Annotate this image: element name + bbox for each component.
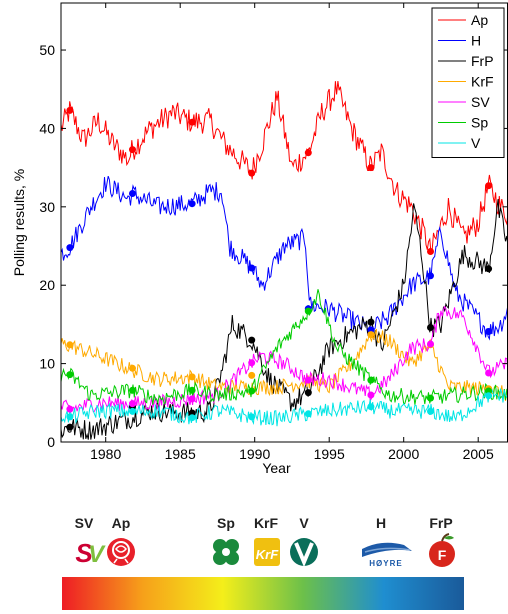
legend-label-krf: KrF bbox=[471, 74, 494, 90]
election-marker-sp bbox=[129, 386, 136, 394]
election-marker-ap bbox=[485, 182, 493, 190]
svg-text:HØYRE: HØYRE bbox=[369, 559, 402, 568]
sp-clover-logo-icon bbox=[213, 539, 239, 565]
election-marker-krf bbox=[66, 341, 74, 349]
election-marker-v bbox=[248, 413, 256, 421]
y-tick-label: 10 bbox=[39, 356, 55, 372]
y-tick-label: 50 bbox=[39, 42, 55, 58]
election-marker-h bbox=[188, 200, 196, 208]
election-marker-sp bbox=[304, 307, 312, 315]
series-line-sp bbox=[61, 289, 508, 405]
party-label-h: H bbox=[376, 515, 386, 531]
y-tick-label: 20 bbox=[39, 277, 55, 293]
election-marker-frp bbox=[304, 389, 312, 397]
x-tick-label: 1980 bbox=[90, 446, 121, 462]
election-marker-sp bbox=[248, 387, 256, 395]
x-tick-label: 1995 bbox=[314, 446, 345, 462]
party-label-ap: Ap bbox=[112, 515, 131, 531]
election-marker-v bbox=[304, 410, 312, 418]
v-logo-icon bbox=[290, 538, 318, 568]
legend-label-frp: FrP bbox=[471, 53, 494, 69]
political-spectrum: SV Ap Sp KrF V H FrP S V KrF HØYRE bbox=[62, 515, 464, 610]
election-marker-ap bbox=[248, 169, 256, 177]
election-marker-sv bbox=[485, 369, 493, 377]
election-marker-sv bbox=[427, 340, 434, 348]
series-line-h bbox=[61, 175, 508, 341]
svg-text:KrF: KrF bbox=[256, 547, 279, 562]
legend-box bbox=[431, 7, 505, 158]
hoyre-logo-icon: HØYRE bbox=[362, 542, 412, 568]
election-marker-sp bbox=[66, 371, 74, 379]
legend-label-ap: Ap bbox=[471, 12, 488, 28]
election-marker-h bbox=[248, 264, 256, 272]
election-marker-ap bbox=[427, 248, 434, 255]
election-marker-sp bbox=[188, 386, 196, 394]
election-marker-sv bbox=[304, 376, 312, 384]
legend-label-v: V bbox=[471, 135, 481, 151]
election-marker-frp bbox=[367, 318, 375, 326]
election-marker-v bbox=[66, 413, 74, 421]
polling-chart: 1980 1985 1990 1995 2000 2005 0 10 20 30 40 50 Year P… bbox=[11, 2, 508, 476]
election-marker-sv bbox=[248, 359, 256, 367]
party-label-krf: KrF bbox=[254, 515, 279, 531]
election-marker-frp bbox=[485, 265, 493, 273]
election-marker-h bbox=[129, 190, 136, 197]
election-marker-sp bbox=[427, 394, 434, 402]
election-marker-h bbox=[427, 272, 434, 280]
ap-rose-logo-icon bbox=[107, 538, 135, 566]
legend-label-sp: Sp bbox=[471, 115, 488, 131]
election-marker-ap bbox=[188, 118, 196, 126]
y-axis-title: Polling results, % bbox=[11, 169, 27, 276]
election-marker-v bbox=[129, 407, 136, 415]
election-marker-sv bbox=[367, 391, 375, 399]
x-tick-label: 2005 bbox=[463, 446, 494, 462]
election-marker-v bbox=[367, 403, 375, 411]
election-marker-sv bbox=[188, 395, 196, 403]
svg-text:S: S bbox=[75, 538, 93, 568]
election-marker-frp bbox=[66, 423, 74, 431]
krf-logo-icon: KrF bbox=[254, 538, 280, 566]
left-right-gradient-bar bbox=[62, 577, 464, 610]
election-marker-ap bbox=[66, 106, 74, 114]
party-label-frp: FrP bbox=[429, 515, 452, 531]
election-marker-krf bbox=[129, 364, 136, 372]
series-line-ap bbox=[61, 81, 508, 254]
x-tick-label: 1990 bbox=[239, 446, 270, 462]
election-marker-v bbox=[427, 407, 434, 415]
election-marker-sv bbox=[129, 400, 136, 408]
x-axis-title: Year bbox=[262, 460, 291, 476]
election-marker-sv bbox=[66, 405, 74, 413]
series-line-krf bbox=[61, 328, 508, 401]
svg-text:F: F bbox=[438, 547, 447, 563]
legend-label-h: H bbox=[471, 33, 481, 49]
election-marker-krf bbox=[367, 331, 375, 339]
election-marker-frp bbox=[427, 324, 434, 331]
legend-label-sv: SV bbox=[471, 94, 490, 110]
election-marker-ap bbox=[367, 164, 375, 172]
party-label-v: V bbox=[299, 515, 309, 531]
election-marker-krf bbox=[248, 371, 256, 379]
election-marker-h bbox=[66, 244, 74, 252]
y-tick-label: 0 bbox=[47, 434, 55, 450]
y-tick-label: 30 bbox=[39, 199, 55, 215]
election-marker-ap bbox=[304, 149, 312, 157]
x-tick-label: 1985 bbox=[165, 446, 196, 462]
sv-logo-icon: S V bbox=[75, 538, 106, 568]
election-marker-sp bbox=[367, 376, 375, 384]
election-marker-v bbox=[188, 414, 196, 422]
svg-text:V: V bbox=[88, 541, 106, 568]
election-marker-h bbox=[485, 328, 493, 335]
frp-apple-logo-icon: F bbox=[429, 533, 455, 567]
election-marker-krf bbox=[188, 373, 196, 381]
party-label-sp: Sp bbox=[217, 515, 235, 531]
election-marker-ap bbox=[129, 146, 136, 154]
x-tick-label: 2000 bbox=[388, 446, 419, 462]
election-marker-frp bbox=[248, 336, 256, 344]
election-marker-v bbox=[485, 392, 493, 400]
y-tick-label: 40 bbox=[39, 120, 55, 136]
party-label-sv: SV bbox=[75, 515, 94, 531]
